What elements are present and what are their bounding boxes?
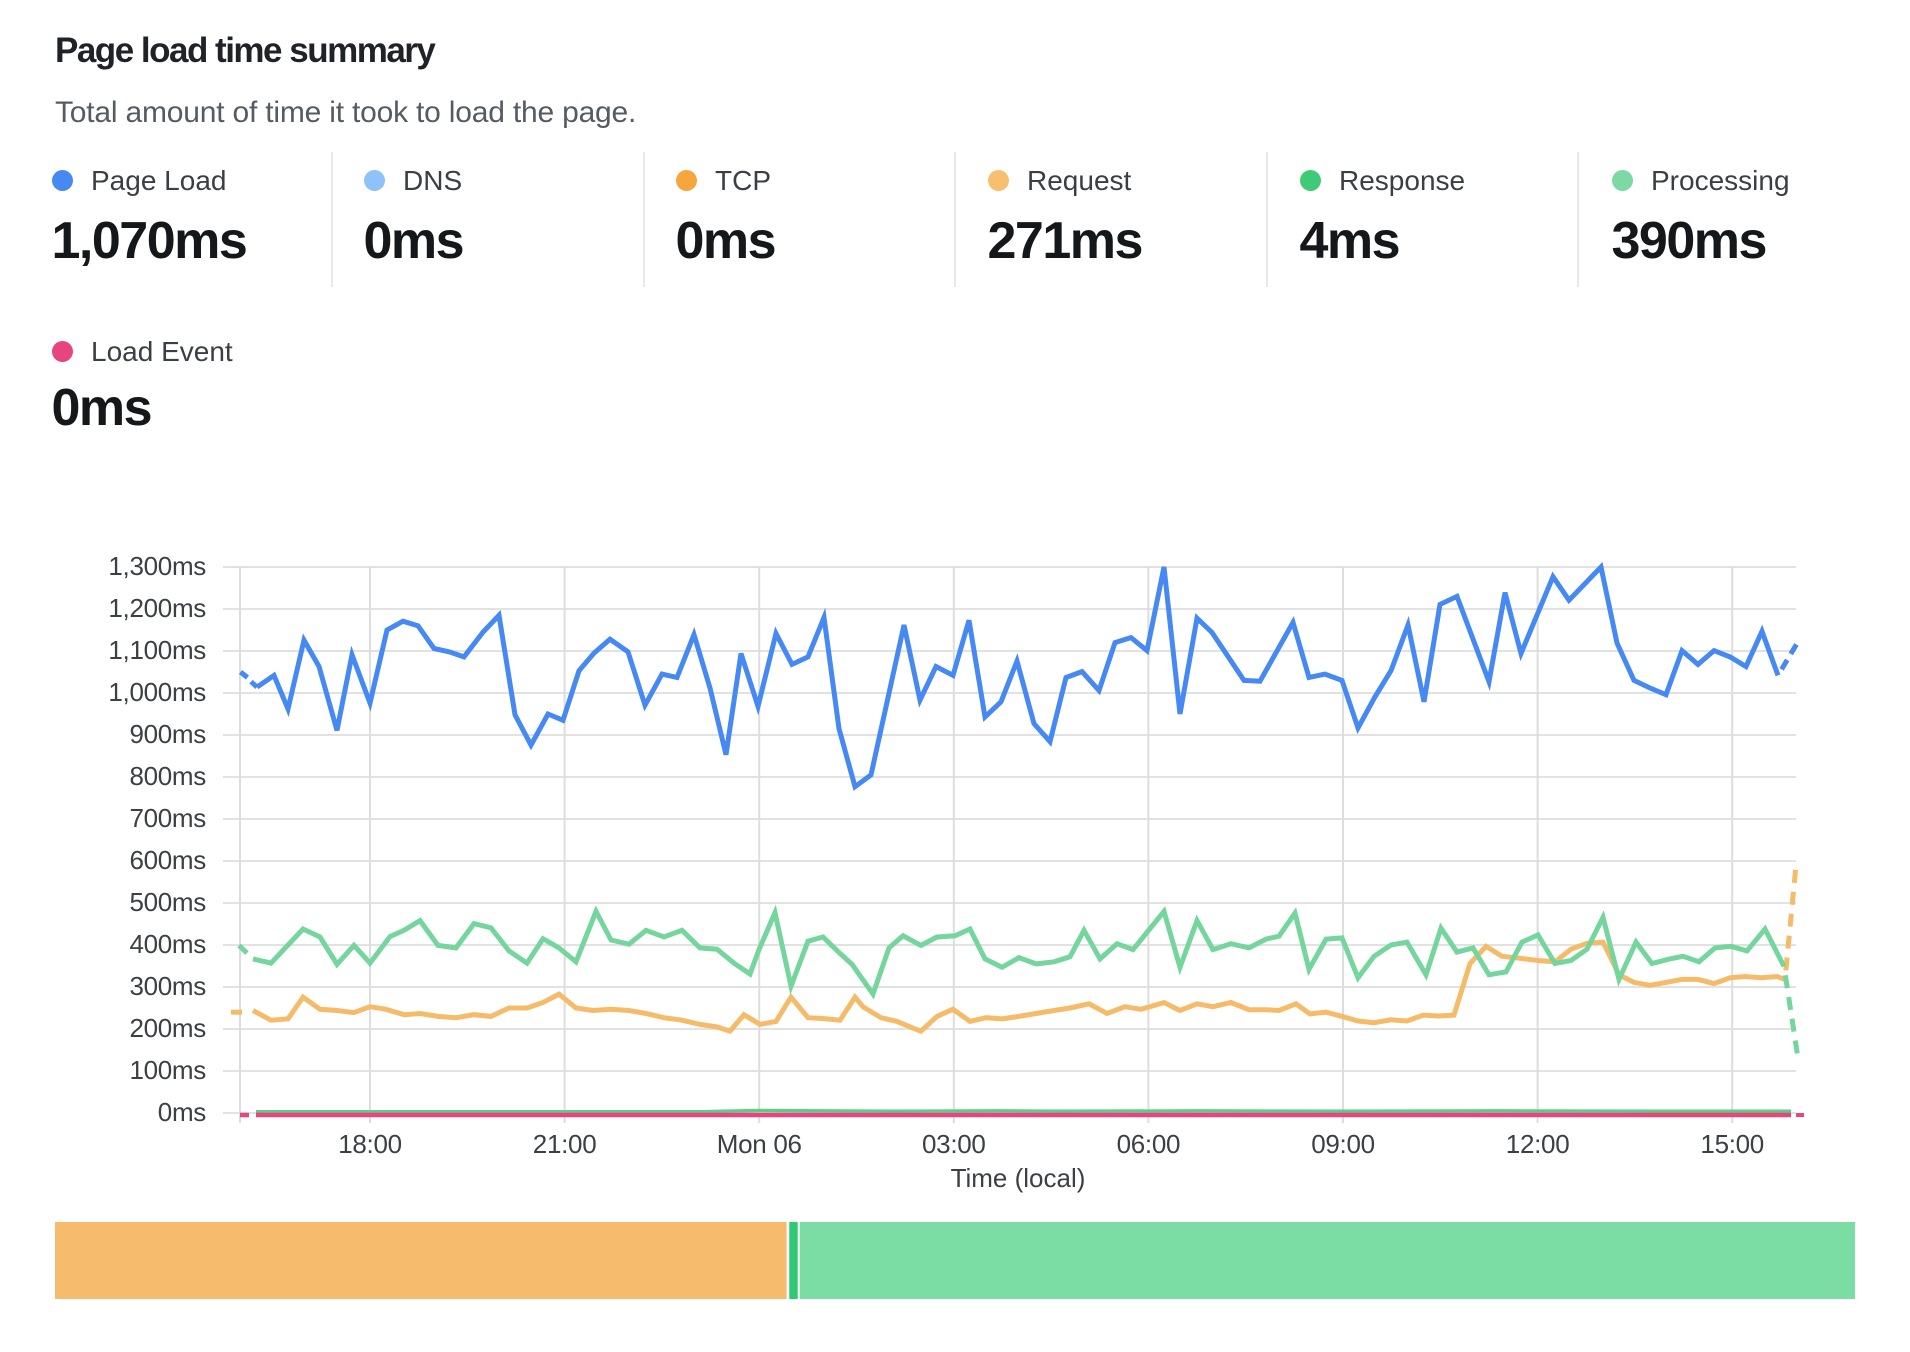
svg-text:1,000ms: 1,000ms	[108, 677, 206, 707]
svg-text:300ms: 300ms	[129, 971, 206, 1001]
svg-text:03:00: 03:00	[922, 1129, 986, 1159]
svg-text:15:00: 15:00	[1700, 1129, 1764, 1159]
svg-text:200ms: 200ms	[129, 1013, 206, 1043]
svg-text:1,300ms: 1,300ms	[108, 551, 206, 581]
svg-text:18:00: 18:00	[338, 1129, 402, 1159]
svg-text:21:00: 21:00	[533, 1129, 597, 1159]
svg-text:06:00: 06:00	[1117, 1129, 1181, 1159]
svg-text:500ms: 500ms	[129, 887, 206, 917]
svg-text:0ms: 0ms	[158, 1097, 207, 1127]
svg-text:700ms: 700ms	[129, 803, 206, 833]
svg-text:800ms: 800ms	[129, 761, 206, 791]
svg-text:100ms: 100ms	[129, 1055, 206, 1085]
svg-text:09:00: 09:00	[1311, 1129, 1375, 1159]
svg-text:Mon 06: Mon 06	[717, 1129, 802, 1159]
svg-text:600ms: 600ms	[129, 845, 206, 875]
svg-text:1,200ms: 1,200ms	[108, 593, 206, 623]
svg-text:12:00: 12:00	[1506, 1129, 1570, 1159]
svg-text:900ms: 900ms	[129, 719, 206, 749]
svg-text:Time (local): Time (local)	[951, 1163, 1086, 1193]
svg-text:1,100ms: 1,100ms	[108, 635, 206, 665]
svg-text:400ms: 400ms	[129, 929, 206, 959]
